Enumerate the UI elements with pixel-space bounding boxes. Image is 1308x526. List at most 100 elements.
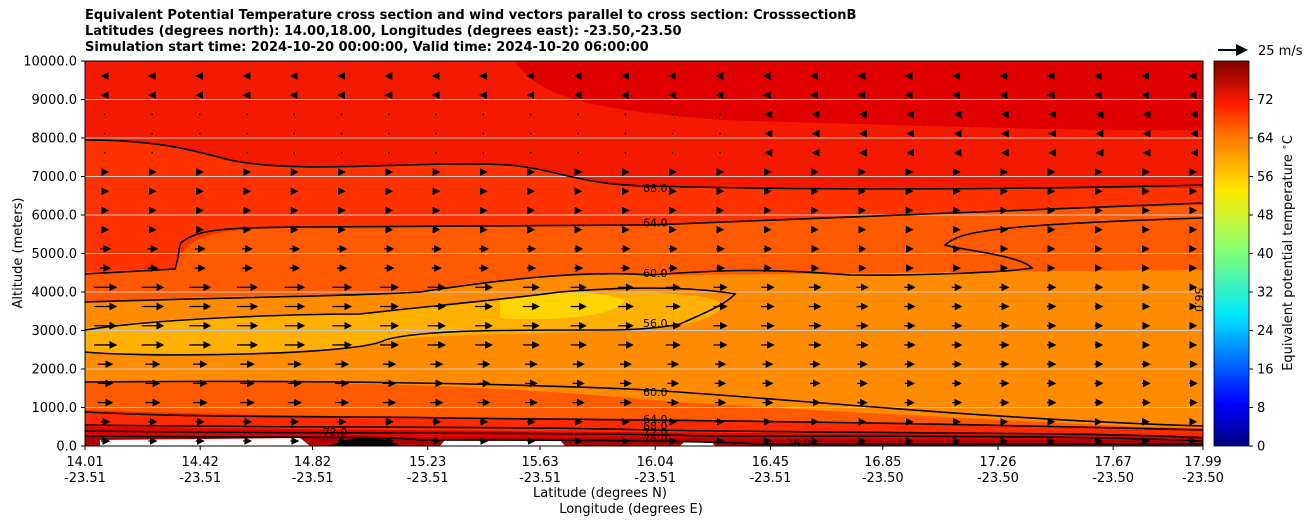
wind-vector xyxy=(104,113,106,116)
chart-title-line-3: Simulation start time: 2024-10-20 00:00:… xyxy=(85,40,649,55)
wind-vector xyxy=(671,151,674,154)
colorbar-ticks: 0 8 16 24 32 40 48 56 64 72 xyxy=(1249,93,1274,455)
contour-label: 72.0 xyxy=(643,426,668,439)
wind-vectors xyxy=(94,72,1198,445)
x-tick-label-lon: -23.51 xyxy=(407,471,449,486)
wind-vector xyxy=(340,151,343,154)
x-tick-label-lon: -23.50 xyxy=(862,471,904,486)
chart-title-line-2: Latitudes (degrees north): 14.00,18.00, … xyxy=(85,24,682,39)
colorbar-tick-label: 56 xyxy=(1257,170,1274,185)
wind-vector xyxy=(340,132,343,135)
contour-label: 68.0 xyxy=(643,182,668,195)
colorbar-tick-label: 16 xyxy=(1257,363,1274,378)
wind-vector xyxy=(340,113,343,116)
x-tick-label-lon: -23.50 xyxy=(1182,471,1224,486)
wind-vector xyxy=(293,113,296,116)
y-tick-label: 8000.0 xyxy=(32,132,78,147)
theta-fill-56-60 xyxy=(85,270,1203,430)
y-tick-label: 0.0 xyxy=(56,440,77,455)
x-tick-label-lon: -23.51 xyxy=(519,471,561,486)
y-tick-label: 9000.0 xyxy=(32,93,78,108)
contour-60-lower xyxy=(85,380,1203,427)
contour-64-lower xyxy=(85,411,1203,431)
wind-vector xyxy=(577,151,579,154)
y-tick-label: 3000.0 xyxy=(32,324,78,339)
x-tick-label-lat: 17.99 xyxy=(1184,455,1221,470)
wind-vector xyxy=(293,151,296,154)
y-axis: 0.0 1000.0 2000.0 3000.0 4000.0 5000.0 6000.0 7… xyxy=(23,55,85,455)
wind-vector xyxy=(198,113,201,116)
x-axis-label-lon: Longitude (degrees E) xyxy=(559,502,703,517)
y-tick-label: 6000.0 xyxy=(32,209,78,224)
contour-label: 60.0 xyxy=(643,267,668,280)
wind-vector xyxy=(671,113,674,116)
x-tick-label-lon: -23.50 xyxy=(1092,471,1134,486)
colorbar-tick-label: 8 xyxy=(1257,401,1265,416)
wind-vector xyxy=(719,151,721,154)
colorbar-label: Equivalent potential temperature ∘C xyxy=(1280,135,1296,371)
contour-60-upper xyxy=(85,217,1203,303)
x-tick-label-lon: -23.50 xyxy=(977,471,1019,486)
wind-vector xyxy=(624,151,627,154)
wind-vector xyxy=(482,132,485,135)
colorbar-tick-label: 0 xyxy=(1257,440,1265,455)
x-tick-label-lat: 16.85 xyxy=(864,455,901,470)
contour-label: 56.0 xyxy=(643,317,668,330)
wind-vector xyxy=(246,132,248,135)
x-tick-label-lat: 17.26 xyxy=(979,455,1016,470)
contour-label: 72.0 xyxy=(323,426,348,439)
x-tick-label-lat: 14.82 xyxy=(294,455,331,470)
wind-vector xyxy=(435,132,438,135)
x-tick-label-lat: 16.45 xyxy=(752,455,789,470)
y-grid xyxy=(85,99,1203,408)
wind-vector xyxy=(435,113,438,116)
plot-area: 68.064.060.056.060.064.068.072.076.072.0… xyxy=(85,61,1203,450)
contour-label: 76.0 xyxy=(786,437,811,450)
wind-vector xyxy=(719,132,721,135)
x-tick-label-lon: -23.51 xyxy=(64,471,106,486)
contour-label: 76.0 xyxy=(643,432,668,445)
wind-vector xyxy=(529,132,532,135)
wind-vector xyxy=(624,132,627,135)
y-axis-label: Altitude (meters) xyxy=(11,198,26,309)
contour-label: 64.0 xyxy=(643,413,668,426)
wind-vector xyxy=(671,132,674,135)
theta-fill-48-52 xyxy=(500,292,625,320)
contour-labels: 68.064.060.056.060.064.068.072.076.072.0… xyxy=(323,182,1203,450)
contour-64 xyxy=(85,202,1203,275)
wind-vector xyxy=(529,113,532,116)
wind-vector xyxy=(482,113,485,116)
wind-key-label: 25 m/s xyxy=(1258,44,1303,59)
y-tick-label: 5000.0 xyxy=(32,247,78,262)
x-tick-label-lat: 16.04 xyxy=(637,455,674,470)
wind-vector xyxy=(387,151,390,154)
wind-vector xyxy=(482,151,485,154)
wind-vector xyxy=(104,151,106,154)
colorbar xyxy=(1213,60,1250,447)
wind-vector xyxy=(246,151,248,154)
wind-vector xyxy=(246,113,248,116)
wind-vector xyxy=(435,151,438,154)
x-axis: 14.01-23.5114.42-23.5114.82-23.5115.23-2… xyxy=(64,446,1224,486)
x-tick-label-lat: 15.63 xyxy=(521,455,558,470)
x-tick-label-lon: -23.51 xyxy=(292,471,334,486)
contour-label: 64.0 xyxy=(643,217,668,230)
contour-68-lower xyxy=(85,424,1203,439)
wind-vector xyxy=(198,132,201,135)
colorbar-tick-label: 72 xyxy=(1257,93,1274,108)
colorbar-tick-label: 48 xyxy=(1257,209,1274,224)
x-tick-label-lon: -23.51 xyxy=(179,471,221,486)
wind-vector xyxy=(151,132,154,135)
contour-68 xyxy=(85,139,1203,190)
y-tick-label: 4000.0 xyxy=(32,286,78,301)
wind-vector xyxy=(387,113,390,116)
wind-vector xyxy=(387,132,390,135)
colorbar-tick-label: 32 xyxy=(1257,286,1274,301)
terrain-gap-3 xyxy=(680,442,715,446)
contour-72-lower xyxy=(85,430,1203,442)
wind-vector xyxy=(293,132,296,135)
contour-label: 60.0 xyxy=(643,386,668,399)
wind-vector xyxy=(624,113,627,116)
x-tick-label-lat: 17.67 xyxy=(1095,455,1132,470)
wind-vector xyxy=(151,151,154,154)
